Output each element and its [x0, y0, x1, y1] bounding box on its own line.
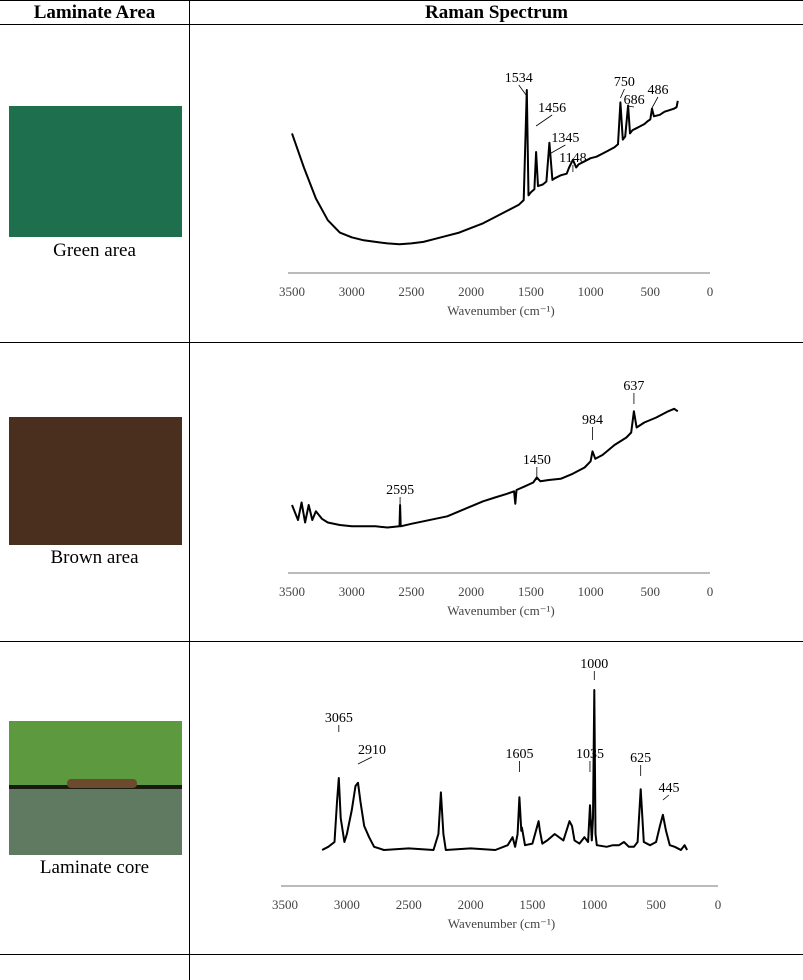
x-axis-label: Wavenumber (cm⁻¹) — [447, 603, 555, 618]
peak-label: 3065 — [325, 711, 353, 726]
row-divider — [0, 342, 803, 343]
col1-header: Laminate Area — [33, 2, 156, 23]
peak-leader-line — [518, 84, 528, 97]
peak-leader-line — [628, 105, 635, 108]
brown-area-photo — [9, 417, 182, 545]
peak-label: 486 — [647, 83, 668, 98]
x-tick-label: 500 — [641, 284, 661, 299]
x-tick-label: 1000 — [578, 284, 604, 299]
x-tick-label: 0 — [707, 284, 714, 299]
x-tick-label: 1000 — [581, 897, 607, 912]
peak-label: 1534 — [505, 71, 533, 86]
x-tick-label: 3500 — [272, 897, 298, 912]
peak-label: 1450 — [523, 453, 551, 468]
peak-leader-line — [549, 144, 566, 155]
x-tick-label: 500 — [641, 584, 661, 599]
peak-leader-line — [535, 114, 553, 127]
row-caption: Brown area — [50, 547, 139, 568]
peak-label: 750 — [614, 75, 635, 90]
x-tick-label: 3000 — [339, 584, 365, 599]
peak-label: 2910 — [358, 743, 386, 758]
x-tick-label: 1500 — [519, 897, 545, 912]
x-axis-label: Wavenumber (cm⁻¹) — [447, 303, 555, 318]
laminate-core-photo — [9, 721, 182, 855]
x-tick-label: 3500 — [279, 284, 305, 299]
table-top-border — [0, 0, 803, 1]
peak-label: 625 — [630, 751, 651, 766]
spectrum-line — [291, 89, 679, 246]
x-tick-label: 1500 — [518, 584, 544, 599]
peak-label: 1035 — [576, 747, 604, 762]
peak-label: 445 — [658, 781, 679, 796]
green-area-photo — [9, 106, 182, 237]
peak-label: 1000 — [580, 657, 608, 672]
peak-label: 984 — [582, 413, 603, 428]
x-tick-label: 1500 — [518, 284, 544, 299]
peak-leader-line — [620, 88, 625, 99]
row-divider — [0, 954, 803, 955]
x-axis-label: Wavenumber (cm⁻¹) — [448, 916, 556, 931]
x-tick-label: 2000 — [458, 897, 484, 912]
x-tick-label: 2000 — [458, 584, 484, 599]
peak-label: 637 — [623, 379, 644, 394]
row-caption: Green area — [53, 240, 136, 261]
row-caption: Laminate core — [39, 857, 150, 878]
x-tick-label: 3500 — [279, 584, 305, 599]
x-tick-label: 3000 — [334, 897, 360, 912]
x-tick-label: 2500 — [396, 897, 422, 912]
x-tick-label: 0 — [715, 897, 722, 912]
peak-label: 1605 — [505, 747, 533, 762]
peak-label: 1345 — [551, 131, 579, 146]
x-tick-label: 2500 — [398, 584, 424, 599]
peak-label: 686 — [624, 93, 645, 108]
peak-leader-line — [662, 794, 670, 801]
column-divider — [189, 0, 190, 980]
peak-label: 1456 — [538, 101, 566, 116]
spectrum-line — [291, 407, 679, 529]
spectrum-line — [321, 689, 688, 851]
x-tick-label: 2500 — [398, 284, 424, 299]
x-tick-label: 2000 — [458, 284, 484, 299]
peak-leader-line — [651, 96, 659, 109]
col2-header: Raman Spectrum — [424, 2, 569, 23]
peak-leader-line — [357, 756, 373, 765]
x-tick-label: 3000 — [339, 284, 365, 299]
x-tick-label: 500 — [646, 897, 666, 912]
x-tick-label: 0 — [707, 584, 714, 599]
header-divider — [0, 24, 803, 25]
laminate-core-spectrum: 3500 3000 2500 2000 1500 1000 500 0 Wavenumber (… — [272, 657, 722, 931]
x-tick-label: 1000 — [578, 584, 604, 599]
peak-label: 2595 — [386, 483, 414, 498]
peak-label: 1148 — [559, 151, 586, 166]
green-area-spectrum: 3500 3000 2500 2000 1500 1000 500 0 Wavenumber (… — [279, 71, 714, 318]
row-divider — [0, 641, 803, 642]
brown-area-spectrum: 3500 3000 2500 2000 1500 1000 500 0 Wavenumber (… — [279, 379, 714, 618]
